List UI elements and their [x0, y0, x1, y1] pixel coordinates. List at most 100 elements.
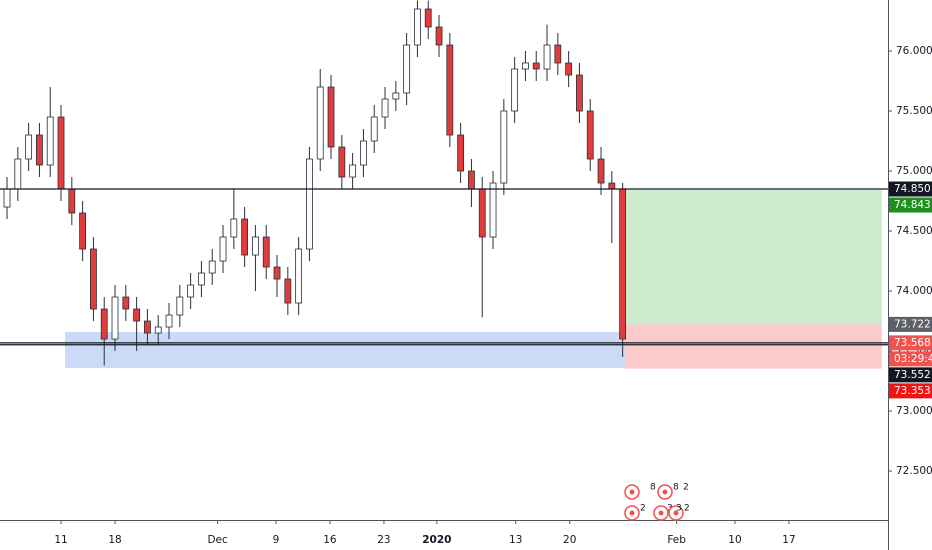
candle-body	[154, 326, 162, 334]
x-tick-label: Dec	[207, 534, 228, 546]
plot-area	[0, 0, 888, 369]
candle-body	[25, 134, 33, 160]
candle-body	[446, 44, 454, 136]
event-count: 2	[683, 483, 689, 493]
price-label: 73.552	[894, 369, 931, 381]
price-label: 03:29:46	[894, 353, 932, 365]
candle-body	[79, 212, 87, 250]
x-tick-label: 17	[782, 534, 795, 546]
candle-body	[187, 284, 195, 298]
candle-body	[284, 278, 292, 304]
candle-body	[111, 296, 119, 340]
x-tick-label: Feb	[667, 534, 686, 546]
event-dot	[658, 510, 664, 516]
candle-body	[457, 134, 465, 172]
support-zone	[65, 332, 625, 369]
price-label: 74.850	[894, 183, 931, 195]
candle-body	[316, 86, 324, 160]
event-count: 2	[640, 504, 646, 514]
candle-body	[392, 92, 400, 100]
candle-body	[565, 62, 573, 76]
candle-body	[46, 116, 54, 166]
y-tick-label: 75.000	[896, 165, 932, 177]
candle-body	[403, 44, 411, 94]
candle-body	[295, 248, 303, 304]
candle-body	[306, 158, 313, 250]
x-tick-label: 20	[563, 534, 576, 546]
candle-body	[252, 236, 259, 256]
candle-body	[198, 272, 205, 286]
x-tick-label: 11	[54, 534, 67, 546]
event-count: 2	[684, 504, 690, 514]
candle-body	[57, 116, 65, 190]
candle-body	[165, 314, 173, 328]
candle-body	[381, 98, 389, 118]
candle-body	[36, 134, 43, 166]
x-tick-label: 10	[728, 534, 741, 546]
candle-body	[360, 140, 367, 166]
candle-body	[500, 110, 508, 184]
candle-body	[597, 158, 605, 184]
y-tick-label: 74.000	[896, 285, 932, 297]
candle-body	[219, 236, 227, 262]
event-dot	[629, 489, 635, 495]
y-tick-label: 74.500	[896, 225, 932, 237]
candle-body	[176, 296, 184, 316]
price-label: 73.722	[894, 318, 931, 330]
candle-body	[100, 308, 108, 340]
candle-body	[122, 296, 130, 310]
candle-body	[511, 68, 519, 112]
candle-body	[478, 188, 486, 238]
candle-body	[576, 74, 583, 112]
candle-body	[608, 182, 616, 190]
candle-body	[554, 44, 562, 64]
event-count: 3	[676, 504, 682, 514]
candle-body	[586, 110, 594, 160]
candle-body	[230, 218, 238, 238]
event-count: 8	[673, 483, 679, 493]
y-tick-label: 76.000	[896, 45, 932, 57]
x-tick-label: 23	[377, 534, 390, 546]
candle-body	[349, 164, 357, 178]
candle-body	[273, 266, 281, 280]
candle-body	[489, 182, 497, 238]
candle-body	[133, 308, 141, 322]
event-count: 8	[650, 483, 656, 493]
y-tick-label: 72.500	[896, 465, 932, 477]
y-tick-label: 75.500	[896, 105, 932, 117]
candle-body	[3, 188, 11, 208]
candle-body	[543, 44, 551, 70]
price-label-bg	[889, 197, 932, 213]
candle-body	[414, 8, 421, 46]
candle-body	[262, 236, 270, 268]
price-label-bg	[889, 181, 932, 197]
candle-body	[327, 86, 335, 148]
profit-zone	[624, 189, 882, 325]
y-tick-label: 73.000	[896, 405, 932, 417]
price-label-bg	[889, 351, 932, 367]
price-label: 73.353	[894, 385, 931, 397]
event-dot	[662, 489, 668, 495]
loss-zone	[624, 324, 882, 369]
price-label-bg	[889, 316, 932, 332]
candle-body	[435, 26, 443, 46]
candle-body	[532, 62, 540, 70]
price-label-bg	[889, 335, 932, 351]
price-label: 73.568	[894, 337, 931, 349]
x-tick-label: 9	[273, 534, 280, 546]
event-dot	[673, 510, 679, 516]
candle-body	[90, 248, 97, 310]
candle-body	[144, 320, 151, 334]
x-tick-label: 16	[323, 534, 337, 546]
x-tick-label: 13	[509, 534, 522, 546]
price-label-bg	[889, 367, 932, 383]
candle-body	[338, 146, 346, 178]
candle-body	[619, 188, 627, 340]
candle-body	[424, 8, 432, 28]
candle-body	[468, 170, 475, 190]
x-tick-label: 2020	[422, 534, 451, 546]
candle-body	[68, 188, 76, 214]
candle-body	[241, 218, 249, 256]
